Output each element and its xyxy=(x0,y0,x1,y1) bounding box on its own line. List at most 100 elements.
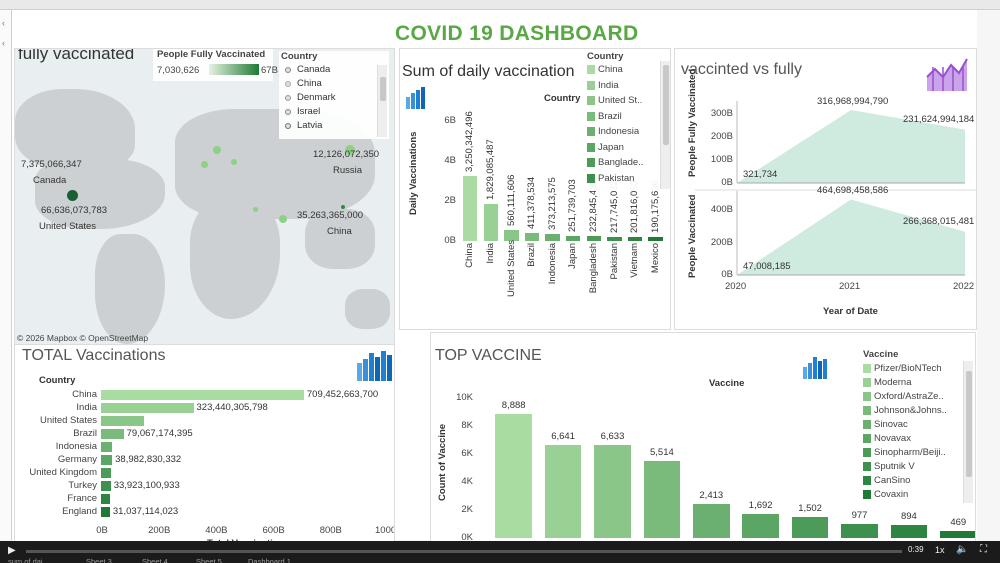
video-player-bar[interactable]: ▶ 0:39 1x 🔈 ⛶ sum of dai.. Sheet 3 Sheet 4… xyxy=(0,541,1000,563)
sheet-tab[interactable]: Sheet 4 xyxy=(142,557,168,563)
speed-button[interactable]: 1x xyxy=(935,545,945,555)
sheet-tab[interactable]: Dashboard 1 xyxy=(248,557,291,563)
bar[interactable] xyxy=(627,236,643,241)
legend-item[interactable]: Denmark xyxy=(297,92,336,103)
bar[interactable] xyxy=(463,175,478,241)
legend-item[interactable]: Oxford/AstraZe.. xyxy=(874,391,944,402)
legend-min: 7,030,626 xyxy=(157,65,200,76)
area-value-label: 316,968,994,790 xyxy=(817,96,889,107)
area-fully[interactable] xyxy=(737,110,965,183)
bar[interactable] xyxy=(586,236,602,241)
legend-item[interactable]: Johnson&Johns.. xyxy=(874,405,947,416)
bar[interactable] xyxy=(101,468,111,478)
bar[interactable] xyxy=(101,403,194,413)
legend-item[interactable]: China xyxy=(598,64,623,75)
legend-item[interactable]: Sputnik V xyxy=(874,461,915,472)
bubble-russia[interactable] xyxy=(345,145,355,155)
total-vaccinations-panel[interactable]: TOTAL Vaccinations Country China 709,452,… xyxy=(14,344,395,548)
country-legend[interactable]: Country Canada China Denmark Israel Latvia xyxy=(279,51,389,139)
area-vaccinated[interactable] xyxy=(737,199,965,275)
volume-icon[interactable]: 🔈 xyxy=(956,544,969,555)
legend-item[interactable]: Covaxin xyxy=(874,489,909,500)
chevron-left-icon[interactable]: ‹ xyxy=(2,18,5,28)
legend-item[interactable]: Moderna xyxy=(874,377,912,388)
daily-x-header: Country xyxy=(544,93,581,104)
legend-item[interactable]: Israel xyxy=(297,106,321,117)
legend-item[interactable]: Japan xyxy=(598,141,624,153)
legend-scrollbar[interactable] xyxy=(377,65,387,137)
legend-item[interactable]: Novavax xyxy=(874,433,911,444)
legend-item[interactable]: India xyxy=(598,79,619,91)
legend-item[interactable]: Sinopharm/Beiji.. xyxy=(874,447,946,458)
legend-item[interactable]: Pakistan xyxy=(598,172,635,184)
bubble-asia[interactable] xyxy=(279,215,287,223)
area-value-label: 321,734 xyxy=(743,168,778,180)
bar[interactable] xyxy=(101,416,144,426)
bar[interactable] xyxy=(940,531,975,538)
bar[interactable] xyxy=(101,481,111,491)
legend-swatch xyxy=(863,476,871,485)
bar[interactable] xyxy=(648,237,663,241)
play-icon[interactable]: ▶ xyxy=(8,545,16,556)
bar[interactable] xyxy=(544,445,582,538)
daily-legend-scrollbar[interactable] xyxy=(660,61,670,189)
bar[interactable] xyxy=(101,429,124,439)
bar[interactable] xyxy=(495,413,532,538)
vvf-title: vaccinted vs fully xyxy=(681,61,802,78)
bar[interactable] xyxy=(566,235,581,241)
bar[interactable] xyxy=(643,460,681,538)
x-tick-label: Pakistan xyxy=(608,243,620,280)
bar[interactable] xyxy=(101,494,111,504)
vaccinated-vs-fully-panel[interactable]: vaccinted vs fully People Fully Vaccinat… xyxy=(674,48,977,330)
legend-item[interactable]: Latvia xyxy=(297,120,323,131)
bar[interactable] xyxy=(594,445,631,538)
daily-vaccination-panel[interactable]: Sum of daily vaccination Country Daily V… xyxy=(399,48,671,330)
bar[interactable] xyxy=(483,204,499,241)
legend-item[interactable]: Sinovac xyxy=(874,419,908,430)
x-tick-label: 1000B xyxy=(375,525,394,536)
bar[interactable] xyxy=(101,507,110,517)
bar[interactable] xyxy=(545,233,560,241)
top-vaccine-panel[interactable]: TOP VACCINE Vaccine Count of Vaccine 0K 2… xyxy=(430,332,976,548)
vaccine-legend[interactable]: Vaccine Pfizer/BioNTech Moderna Oxford/Ast… xyxy=(861,347,975,505)
bar[interactable] xyxy=(101,390,304,400)
bubble-europe[interactable] xyxy=(213,146,221,154)
bar[interactable] xyxy=(693,504,730,538)
progress-track[interactable] xyxy=(26,550,902,553)
legend-item[interactable]: United St.. xyxy=(598,95,643,106)
fullscreen-icon[interactable]: ⛶ xyxy=(980,544,987,555)
bubble-china[interactable] xyxy=(341,205,345,209)
bar[interactable] xyxy=(890,525,928,538)
vaccine-legend-scrollbar[interactable] xyxy=(963,361,973,503)
vvf-area-svg xyxy=(695,101,976,276)
bar[interactable] xyxy=(607,236,622,241)
area-chart-icon xyxy=(926,58,968,91)
legend-item[interactable]: China xyxy=(297,78,322,89)
bar[interactable] xyxy=(504,229,519,241)
legend-item[interactable]: Brazil xyxy=(598,110,622,122)
sheet-tab[interactable]: sum of dai.. xyxy=(8,557,47,563)
bubble-middle-east[interactable] xyxy=(253,207,258,212)
legend-item[interactable]: Canada xyxy=(297,64,331,75)
bar[interactable] xyxy=(791,516,829,538)
bar[interactable] xyxy=(524,232,540,241)
x-tick-label: India xyxy=(484,243,496,264)
map-panel[interactable]: fully vaccinated People Fully Vaccinated… xyxy=(14,48,395,346)
bar[interactable] xyxy=(841,524,878,538)
bubble-united-states[interactable] xyxy=(67,190,78,201)
legend-item[interactable]: Indonesia xyxy=(598,126,640,137)
y-tick-label: 4K xyxy=(461,476,473,487)
sheet-tab[interactable]: Sheet 3 xyxy=(86,557,112,563)
chevron-left-icon[interactable]: ‹ xyxy=(2,38,5,48)
bubble-europe[interactable] xyxy=(201,161,208,168)
sheet-tab[interactable]: Sheet 5 xyxy=(196,557,222,563)
legend-item[interactable]: Banglade.. xyxy=(598,157,644,168)
daily-country-legend[interactable]: Country China India United St.. Brazil Indon… xyxy=(584,49,670,191)
bubble-europe[interactable] xyxy=(231,159,237,165)
bar[interactable] xyxy=(101,442,113,452)
bar[interactable] xyxy=(101,455,113,465)
bar[interactable] xyxy=(742,514,779,538)
dashboard-title: COVID 19 DASHBOARD xyxy=(395,22,639,45)
legend-item[interactable]: Pfizer/BioNTech xyxy=(874,363,942,374)
legend-item[interactable]: CanSino xyxy=(874,475,911,486)
